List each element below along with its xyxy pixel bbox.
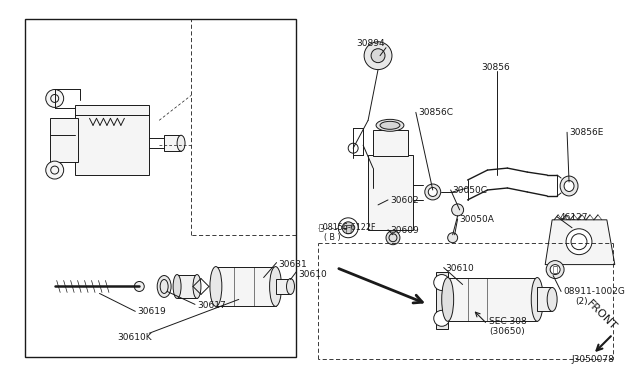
Ellipse shape <box>564 180 574 192</box>
Circle shape <box>448 233 458 243</box>
Bar <box>50 118 77 162</box>
Circle shape <box>46 90 63 108</box>
Ellipse shape <box>425 184 441 200</box>
Text: 30617: 30617 <box>197 301 226 310</box>
Text: (30650): (30650) <box>490 327 525 336</box>
Bar <box>448 278 537 321</box>
Text: SEC 308: SEC 308 <box>490 317 527 326</box>
Circle shape <box>364 42 392 70</box>
Ellipse shape <box>547 288 557 311</box>
Circle shape <box>371 49 385 62</box>
Circle shape <box>134 282 144 291</box>
Bar <box>164 135 181 151</box>
Text: 30631: 30631 <box>278 260 307 269</box>
Ellipse shape <box>269 267 282 307</box>
Text: 30610: 30610 <box>298 270 327 279</box>
Circle shape <box>452 204 463 216</box>
Text: 30856E: 30856E <box>569 128 604 137</box>
Ellipse shape <box>173 275 181 298</box>
Bar <box>75 105 149 175</box>
Circle shape <box>348 143 358 153</box>
Text: 30856C: 30856C <box>418 108 453 118</box>
Bar <box>177 275 197 298</box>
Bar <box>276 279 291 295</box>
Circle shape <box>339 218 358 238</box>
Text: 30894: 30894 <box>356 39 385 48</box>
Ellipse shape <box>157 276 171 298</box>
Bar <box>368 155 413 230</box>
Text: 30609: 30609 <box>390 226 419 235</box>
Text: 30050C: 30050C <box>452 186 488 195</box>
Text: Ⓑ08156-6122F: Ⓑ08156-6122F <box>318 223 376 232</box>
Text: 30610K: 30610K <box>117 333 152 342</box>
Text: Ⓜ: Ⓜ <box>552 265 557 274</box>
Bar <box>216 267 276 307</box>
Circle shape <box>342 222 354 234</box>
Ellipse shape <box>210 267 222 307</box>
Bar <box>25 19 296 357</box>
Text: 30602: 30602 <box>390 196 419 205</box>
Circle shape <box>434 275 450 291</box>
Text: 30619: 30619 <box>138 307 166 316</box>
Ellipse shape <box>442 278 454 321</box>
Text: ( B ): ( B ) <box>324 233 341 242</box>
Circle shape <box>546 261 564 279</box>
Text: FRONT: FRONT <box>584 298 618 332</box>
Text: J3050078: J3050078 <box>572 355 615 364</box>
Ellipse shape <box>380 121 400 129</box>
Ellipse shape <box>193 275 201 298</box>
Polygon shape <box>436 272 448 329</box>
Circle shape <box>386 231 400 245</box>
Circle shape <box>550 264 560 275</box>
Ellipse shape <box>560 176 578 196</box>
Ellipse shape <box>177 135 185 151</box>
Text: Ⓑ: Ⓑ <box>345 223 351 233</box>
Ellipse shape <box>376 119 404 131</box>
Bar <box>373 130 408 156</box>
Polygon shape <box>545 220 615 264</box>
Text: 30610: 30610 <box>445 264 474 273</box>
Text: 08911-1002G: 08911-1002G <box>563 288 625 296</box>
Text: 30856: 30856 <box>481 62 510 72</box>
Bar <box>537 288 552 311</box>
Ellipse shape <box>287 279 294 295</box>
Circle shape <box>46 161 63 179</box>
Circle shape <box>434 310 450 326</box>
Ellipse shape <box>531 278 543 321</box>
Text: 30050A: 30050A <box>460 215 495 224</box>
Ellipse shape <box>428 187 437 196</box>
Text: 46127: 46127 <box>559 213 588 222</box>
Circle shape <box>566 229 592 255</box>
Text: (2): (2) <box>575 298 588 307</box>
